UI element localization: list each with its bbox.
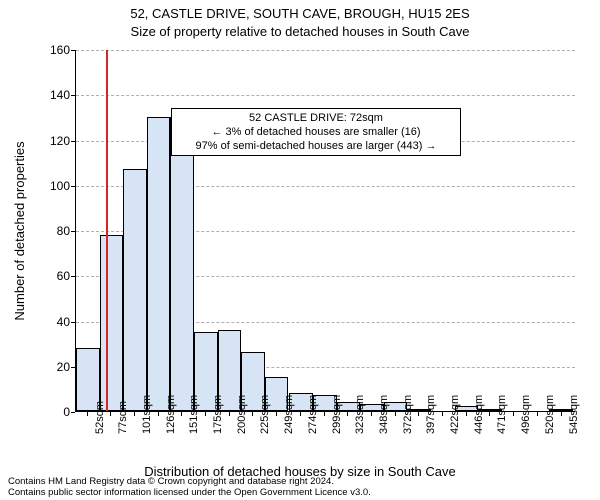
- x-tick-label: 77sqm: [117, 420, 129, 434]
- x-tick-label: 52sqm: [94, 420, 106, 434]
- gridline: [76, 50, 575, 52]
- x-tick-label: 175sqm: [212, 420, 224, 434]
- x-tick-label: 225sqm: [259, 420, 271, 434]
- x-tick-label: 422sqm: [449, 420, 461, 434]
- gridline: [76, 95, 575, 97]
- x-tick-mark: [324, 412, 325, 416]
- y-tick-label: 160: [30, 44, 70, 56]
- x-tick-label: 348sqm: [378, 420, 390, 434]
- x-tick-mark: [252, 412, 253, 416]
- footer-line-1: Contains HM Land Registry data © Crown c…: [8, 476, 592, 487]
- y-tick-mark: [71, 231, 75, 232]
- x-tick-mark: [513, 412, 514, 416]
- x-tick-label: 496sqm: [520, 420, 532, 434]
- y-tick-label: 140: [30, 89, 70, 101]
- x-tick-mark: [395, 412, 396, 416]
- plot-inner: 52 CASTLE DRIVE: 72sqm← 3% of detached h…: [75, 50, 575, 412]
- y-tick-mark: [71, 322, 75, 323]
- x-tick-label: 249sqm: [283, 420, 295, 434]
- x-tick-label: 274sqm: [307, 420, 319, 434]
- chart-subtitle: Size of property relative to detached ho…: [0, 24, 600, 39]
- footer-line-2: Contains public sector information licen…: [8, 487, 592, 498]
- y-tick-label: 100: [30, 180, 70, 192]
- x-tick-mark: [158, 412, 159, 416]
- annotation-line: ← 3% of detached houses are smaller (16): [178, 125, 454, 139]
- y-tick-mark: [71, 412, 75, 413]
- x-tick-label: 200sqm: [236, 420, 248, 434]
- x-tick-mark: [418, 412, 419, 416]
- x-tick-mark: [442, 412, 443, 416]
- x-tick-label: 545sqm: [568, 420, 580, 434]
- reference-line: [106, 50, 108, 411]
- x-tick-mark: [229, 412, 230, 416]
- x-tick-mark: [276, 412, 277, 416]
- y-tick-mark: [71, 50, 75, 51]
- y-tick-label: 120: [30, 135, 70, 147]
- histogram-bar: [123, 169, 147, 411]
- y-tick-label: 0: [30, 406, 70, 418]
- histogram-bar: [147, 117, 170, 411]
- x-tick-label: 323sqm: [354, 420, 366, 434]
- y-tick-label: 40: [30, 316, 70, 328]
- y-axis-label: Number of detached properties: [12, 141, 27, 320]
- x-tick-label: 397sqm: [425, 420, 437, 434]
- x-tick-mark: [87, 412, 88, 416]
- x-tick-label: 471sqm: [496, 420, 508, 434]
- x-tick-label: 101sqm: [141, 420, 153, 434]
- x-tick-label: 299sqm: [331, 420, 343, 434]
- x-tick-mark: [537, 412, 538, 416]
- y-tick-mark: [71, 276, 75, 277]
- x-tick-label: 151sqm: [188, 420, 200, 434]
- chart-container: 52, CASTLE DRIVE, SOUTH CAVE, BROUGH, HU…: [0, 0, 600, 500]
- x-tick-mark: [371, 412, 372, 416]
- y-tick-mark: [71, 186, 75, 187]
- chart-title: 52, CASTLE DRIVE, SOUTH CAVE, BROUGH, HU…: [0, 6, 600, 21]
- annotation-line: 97% of semi-detached houses are larger (…: [178, 139, 454, 153]
- x-tick-label: 520sqm: [544, 420, 556, 434]
- y-tick-label: 20: [30, 361, 70, 373]
- x-tick-mark: [181, 412, 182, 416]
- plot-area: 52 CASTLE DRIVE: 72sqm← 3% of detached h…: [75, 50, 575, 412]
- chart-footer: Contains HM Land Registry data © Crown c…: [8, 476, 592, 498]
- annotation-line: 52 CASTLE DRIVE: 72sqm: [178, 111, 454, 125]
- x-tick-label: 372sqm: [402, 420, 414, 434]
- x-tick-mark: [347, 412, 348, 416]
- x-tick-mark: [489, 412, 490, 416]
- y-tick-label: 80: [30, 225, 70, 237]
- x-tick-mark: [134, 412, 135, 416]
- histogram-bar: [170, 117, 194, 411]
- annotation-box: 52 CASTLE DRIVE: 72sqm← 3% of detached h…: [171, 108, 461, 156]
- x-tick-label: 446sqm: [473, 420, 485, 434]
- y-tick-label: 60: [30, 270, 70, 282]
- x-tick-mark: [466, 412, 467, 416]
- x-tick-mark: [561, 412, 562, 416]
- x-tick-label: 126sqm: [165, 420, 177, 434]
- y-tick-mark: [71, 141, 75, 142]
- y-tick-mark: [71, 95, 75, 96]
- histogram-bar: [100, 235, 123, 411]
- x-tick-mark: [110, 412, 111, 416]
- x-tick-mark: [205, 412, 206, 416]
- y-tick-mark: [71, 367, 75, 368]
- x-tick-mark: [300, 412, 301, 416]
